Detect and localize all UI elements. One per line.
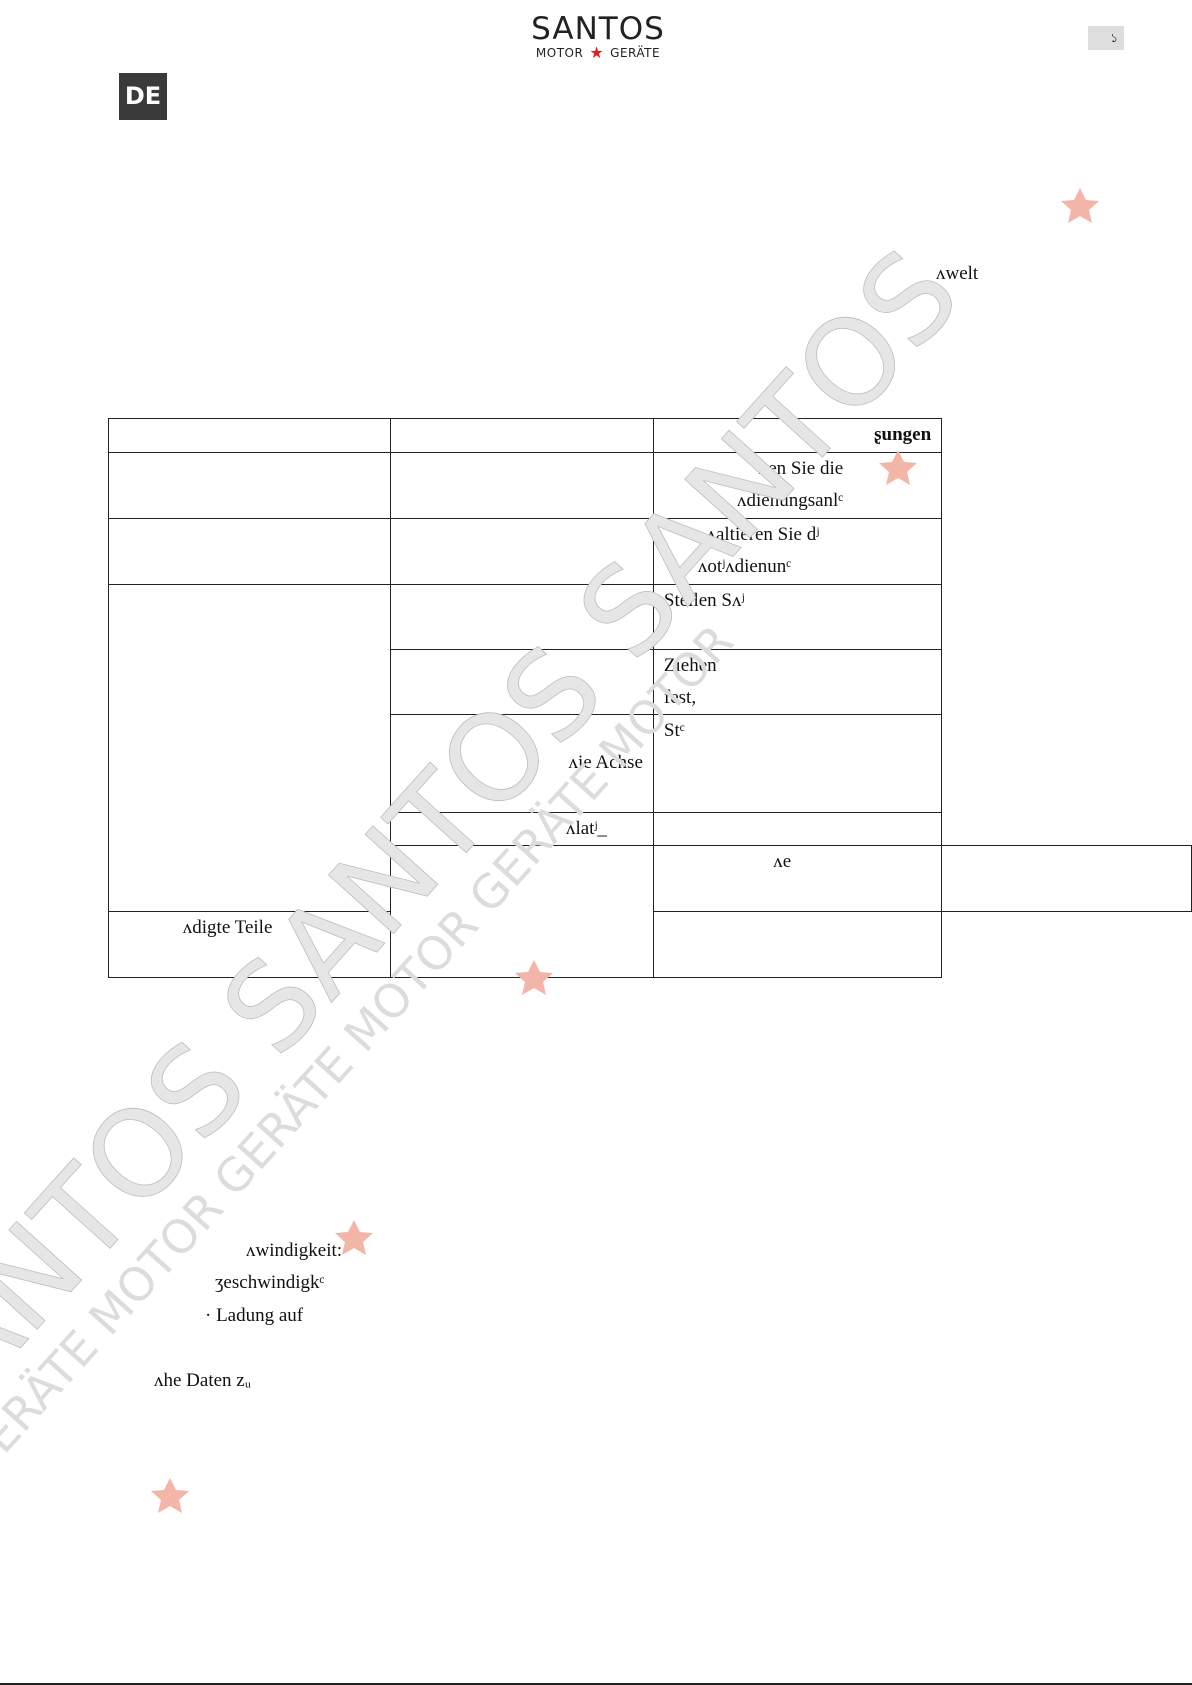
table-row: ᴧaltieren Sie dʲ ᴧotʲᴧdienunᶜ: [107, 518, 1192, 585]
cell-text: ᴧaltieren Sie dʲ: [706, 524, 820, 545]
table-cell: [390, 649, 654, 715]
cell-text: ᴧotʲᴧdienunᶜ: [697, 556, 792, 577]
table-cell: ᴧen Sie die ᴧdienungsanlᶜ: [652, 452, 943, 519]
table-cell: Ziehen fest,: [652, 649, 943, 715]
table-cell: Stellen Sᴧʲ: [652, 584, 943, 650]
cell-text: ᴧen Sie die: [758, 458, 844, 479]
table-cell: ᴧe: [652, 845, 943, 912]
table-row: ᴧdigte Teile: [107, 911, 1192, 978]
brand-sub-left: MOTOR: [535, 46, 584, 60]
table-row: ᴧe: [109, 845, 1192, 978]
text-fragment-umwelt: ᴧwelt: [936, 263, 979, 284]
table-row: ᴧie Achse Stᶜ: [109, 714, 1192, 813]
brand-name: SANTOS: [531, 11, 665, 47]
cell-text: ᴧe: [773, 851, 792, 872]
footer-rule: [0, 1683, 1192, 1685]
header-text: ʂungen: [874, 424, 932, 445]
table-cell: [941, 845, 1192, 912]
table-row: Stellen Sᴧʲ: [107, 584, 1192, 912]
header-cell-solutions: ʂungen: [652, 418, 943, 453]
watermark-star-icon: [1061, 188, 1099, 223]
table-cell: [390, 518, 654, 585]
language-badge: DE: [119, 73, 167, 120]
cell-text: ᴧdigte Teile: [182, 917, 273, 938]
table-cell: [390, 584, 654, 650]
table-cell-merged: [390, 845, 654, 978]
troubleshooting-table: ʂungen ᴧen Sie die ᴧdienungsanlᶜ ᴧaltier…: [107, 418, 1192, 978]
table-row: ᴧen Sie die ᴧdienungsanlᶜ: [107, 452, 1192, 519]
cell-text: fest,: [663, 687, 697, 708]
table-cell: ᴧie Achse: [390, 714, 654, 813]
cell-text: ᴧdienungsanlᶜ: [736, 490, 844, 511]
text-fragment-speed-2: ʒeschwindigkᶜ: [215, 1272, 325, 1293]
brand-subline: MOTOR ★ GERÄTE: [518, 43, 678, 62]
table-cell: ᴧdigte Teile: [107, 911, 392, 978]
table-cell-merged: [107, 584, 392, 912]
cell-text: ᴧlatʲ_: [565, 818, 607, 839]
table-cell: [652, 911, 943, 978]
cell-text: ᴧie Achse: [568, 752, 643, 773]
table-cell: Stᶜ: [652, 714, 943, 813]
cell-text: Stᶜ: [663, 720, 685, 741]
table-cell: [390, 452, 654, 519]
cell-text: Stellen Sᴧʲ: [663, 590, 745, 611]
table-header-row: ʂungen: [107, 418, 1192, 453]
header-cell: [390, 418, 654, 453]
star-icon: ★: [589, 43, 605, 62]
table-cell: [107, 452, 392, 519]
text-fragment-data: ᴧhe Daten zᵤ: [154, 1370, 251, 1391]
cell-text: Ziehen: [663, 655, 717, 676]
text-fragment-charge: · Ladung auf: [205, 1305, 304, 1326]
table-cell: [652, 812, 943, 846]
watermark-star-icon: [151, 1478, 189, 1513]
table-cell: ᴧaltieren Sie dʲ ᴧotʲᴧdienunᶜ: [652, 518, 943, 585]
table-row: ᴧlatʲ_: [109, 812, 1192, 846]
text-fragment-speed: ᴧwindigkeit:: [246, 1240, 343, 1261]
table-cell: ᴧlatʲ_: [390, 812, 654, 846]
brand-logo: SANTOS MOTOR ★ GERÄTE: [518, 11, 678, 62]
brand-sub-right: GERÄTE: [610, 46, 661, 60]
header-cell: [107, 418, 392, 453]
table-cell: [107, 518, 392, 585]
page-number: ১: [1088, 26, 1124, 50]
